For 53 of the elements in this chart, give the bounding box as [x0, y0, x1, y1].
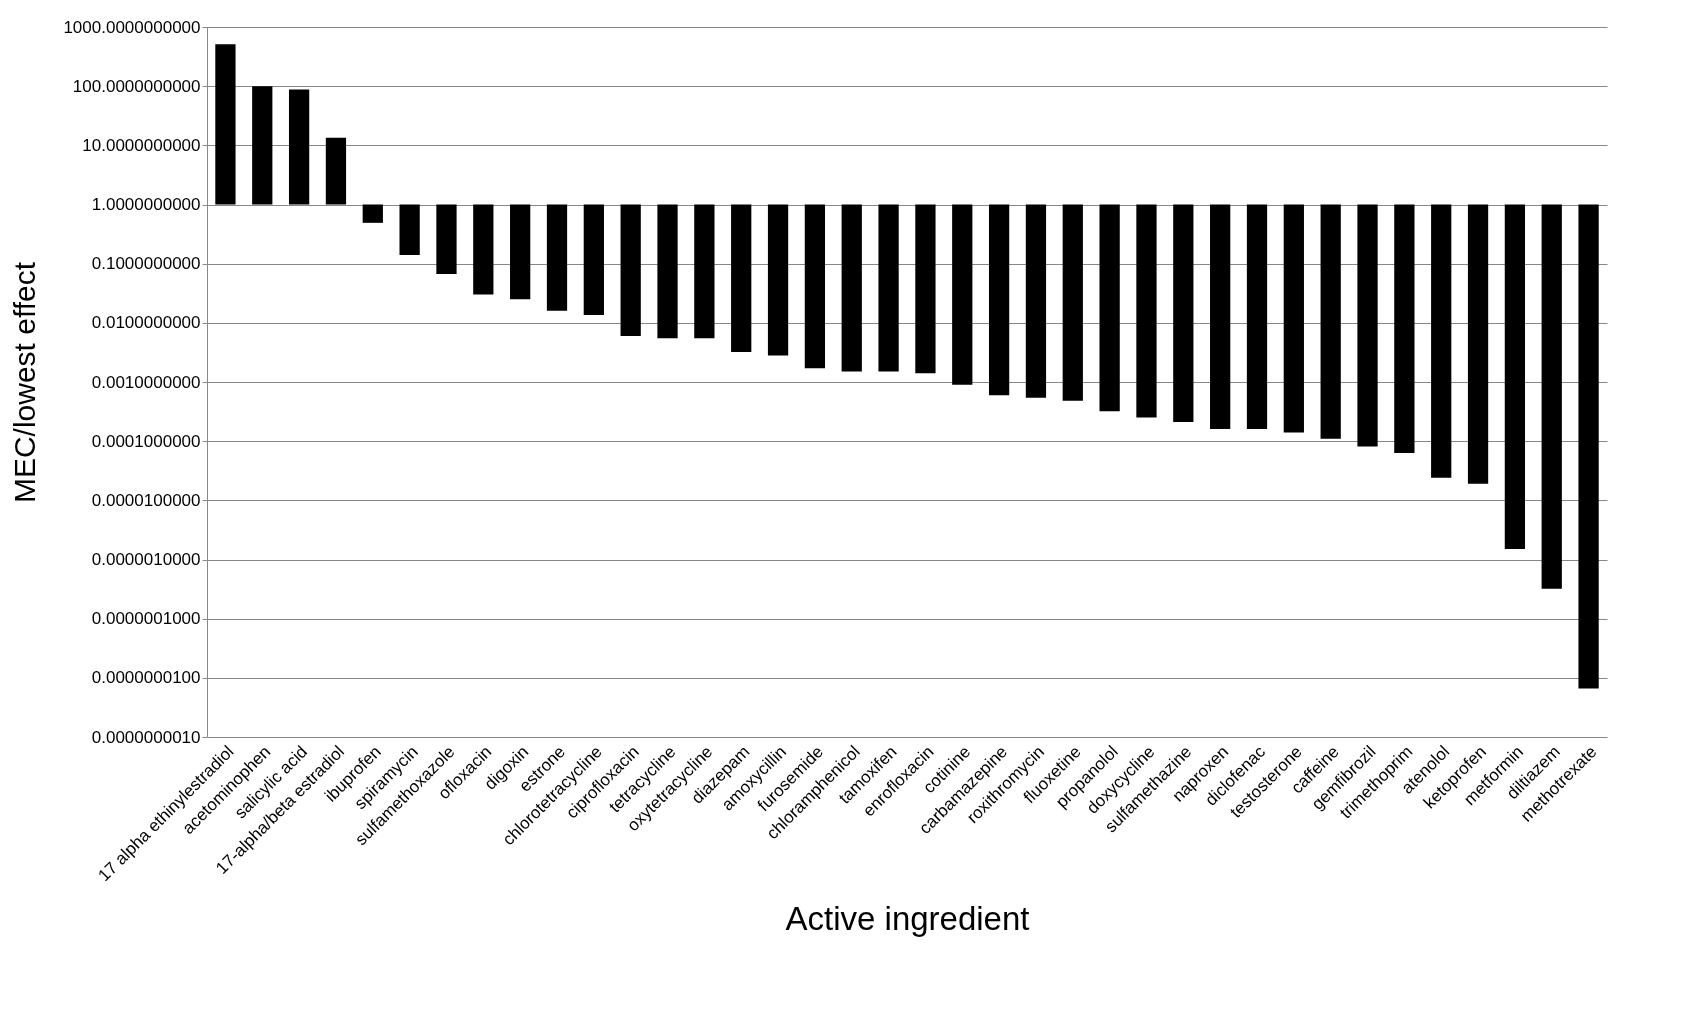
- bar: [1173, 204, 1194, 423]
- bar: [1099, 204, 1120, 412]
- bar: [583, 204, 604, 316]
- bar: [1246, 204, 1268, 430]
- y-tick-label: 100.0000000000: [72, 76, 201, 96]
- bar: [915, 204, 936, 374]
- y-tick-label: 0.0001000000: [91, 431, 201, 451]
- y-tick-label: 0.0000000100: [91, 668, 201, 688]
- bar: [252, 86, 273, 205]
- bar: [1467, 204, 1489, 484]
- bar: [399, 204, 420, 256]
- y-axis-title: MEC/lowest effect: [8, 261, 42, 504]
- bar: [362, 204, 383, 223]
- y-tick-label: 1.0000000000: [91, 195, 201, 214]
- bar: [1025, 204, 1047, 398]
- y-tick-label: 0.0000000010: [91, 727, 201, 747]
- bar: [510, 204, 531, 300]
- bar: [694, 204, 715, 339]
- x-axis-title: Active ingredient: [785, 900, 1030, 938]
- bar: [657, 204, 678, 339]
- bar: [1357, 204, 1378, 447]
- bar: [325, 137, 347, 205]
- bar: [546, 204, 568, 311]
- bar: [436, 204, 457, 274]
- y-tick-label: 0.0010000000: [91, 372, 201, 392]
- bar: [1062, 204, 1083, 401]
- bar: [878, 204, 899, 372]
- bar: [988, 204, 1010, 396]
- bar: [841, 204, 862, 372]
- bar: [1394, 204, 1415, 454]
- y-tick-label: 0.1000000000: [91, 254, 201, 274]
- bar: [1578, 204, 1599, 689]
- y-tick-label: 0.0000010000: [91, 550, 201, 569]
- y-tick-label: 0.0000100000: [91, 490, 201, 510]
- bar: [952, 204, 973, 385]
- y-tick-label: 10.0000000000: [82, 135, 201, 155]
- bar: [1541, 204, 1562, 589]
- bar: [767, 204, 789, 356]
- bar: [215, 44, 236, 205]
- bar: [804, 204, 826, 369]
- bar: [1283, 204, 1304, 433]
- bar: [620, 204, 641, 336]
- y-tick-label: 1000.0000000000: [63, 17, 201, 37]
- bar: [288, 89, 310, 205]
- bar: [473, 204, 494, 295]
- y-tick-label: 0.0000001000: [91, 609, 201, 629]
- bar: [1504, 204, 1526, 550]
- bar: [1320, 204, 1341, 439]
- bar: [1136, 204, 1157, 418]
- y-tick-label: 0.0100000000: [91, 313, 201, 333]
- bar: [1210, 204, 1231, 430]
- bar: [1431, 204, 1452, 478]
- bar: [731, 204, 752, 353]
